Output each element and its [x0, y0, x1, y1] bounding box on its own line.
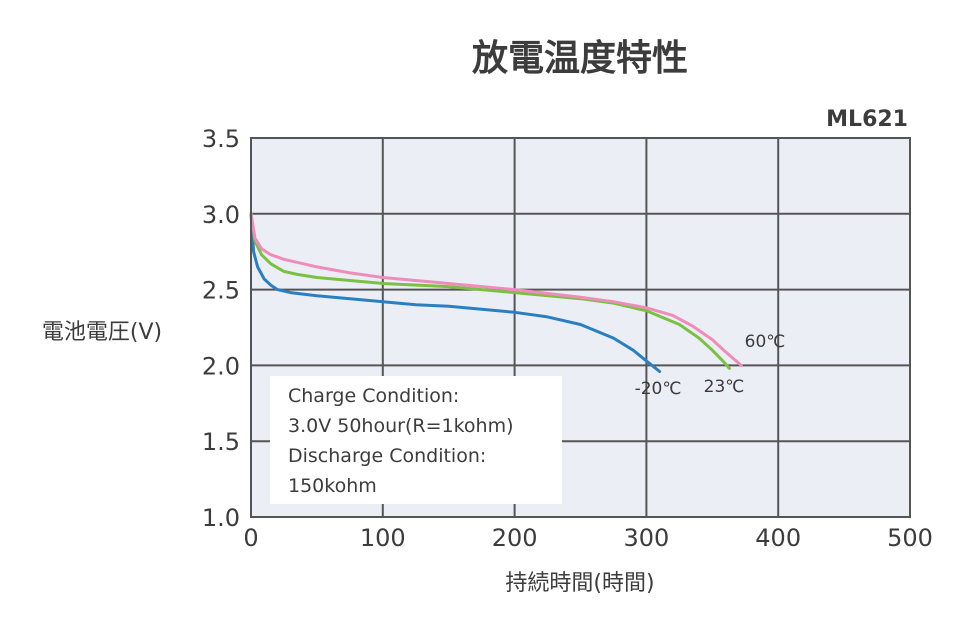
y-tick-label-4: 3.0: [202, 201, 240, 229]
y-tick-label-1: 1.5: [202, 428, 240, 456]
series-lines: [249, 212, 743, 373]
condition-annotation: Charge Condition: 3.0V 50hour(R=1kohm) D…: [288, 385, 514, 497]
x-tick-label-5: 500: [887, 524, 933, 552]
charge-condition-label: Charge Condition:: [288, 385, 459, 407]
series-label-60: 60℃: [745, 332, 786, 352]
y-tick-label-3: 2.5: [202, 277, 240, 305]
series-line-1: [249, 212, 731, 370]
x-tick-label-0: 0: [243, 524, 258, 552]
y-tick-label-0: 1.0: [202, 504, 240, 532]
y-axis-label: 電池電圧(V): [42, 320, 162, 345]
chart-title: 放電温度特性: [472, 38, 688, 79]
charge-condition-value: 3.0V 50hour(R=1kohm): [288, 415, 514, 437]
x-axis-label: 持続時間(時間): [505, 571, 654, 596]
plot-frame: [250, 137, 911, 518]
y-tick-labels: 1.0 1.5 2.0 2.5 3.0 3.5: [202, 125, 240, 532]
model-label: ML621: [826, 107, 908, 132]
y-tick-label-5: 3.5: [202, 125, 240, 153]
series-line-2: [249, 212, 743, 367]
condition-box-background: [270, 376, 562, 504]
series-line-0: [249, 212, 662, 373]
discharge-condition-label: Discharge Condition:: [288, 445, 486, 467]
series-label-23: 23℃: [704, 377, 745, 397]
series-label-minus20: -20℃: [635, 379, 682, 399]
x-tick-label-1: 100: [360, 524, 406, 552]
y-tick-label-2: 2.0: [202, 352, 240, 380]
x-tick-label-4: 400: [755, 524, 801, 552]
x-tick-labels: 0 100 200 300 400 500: [243, 524, 933, 552]
discharge-condition-value: 150kohm: [288, 475, 377, 497]
x-tick-label-2: 200: [492, 524, 538, 552]
x-tick-label-3: 300: [623, 524, 669, 552]
